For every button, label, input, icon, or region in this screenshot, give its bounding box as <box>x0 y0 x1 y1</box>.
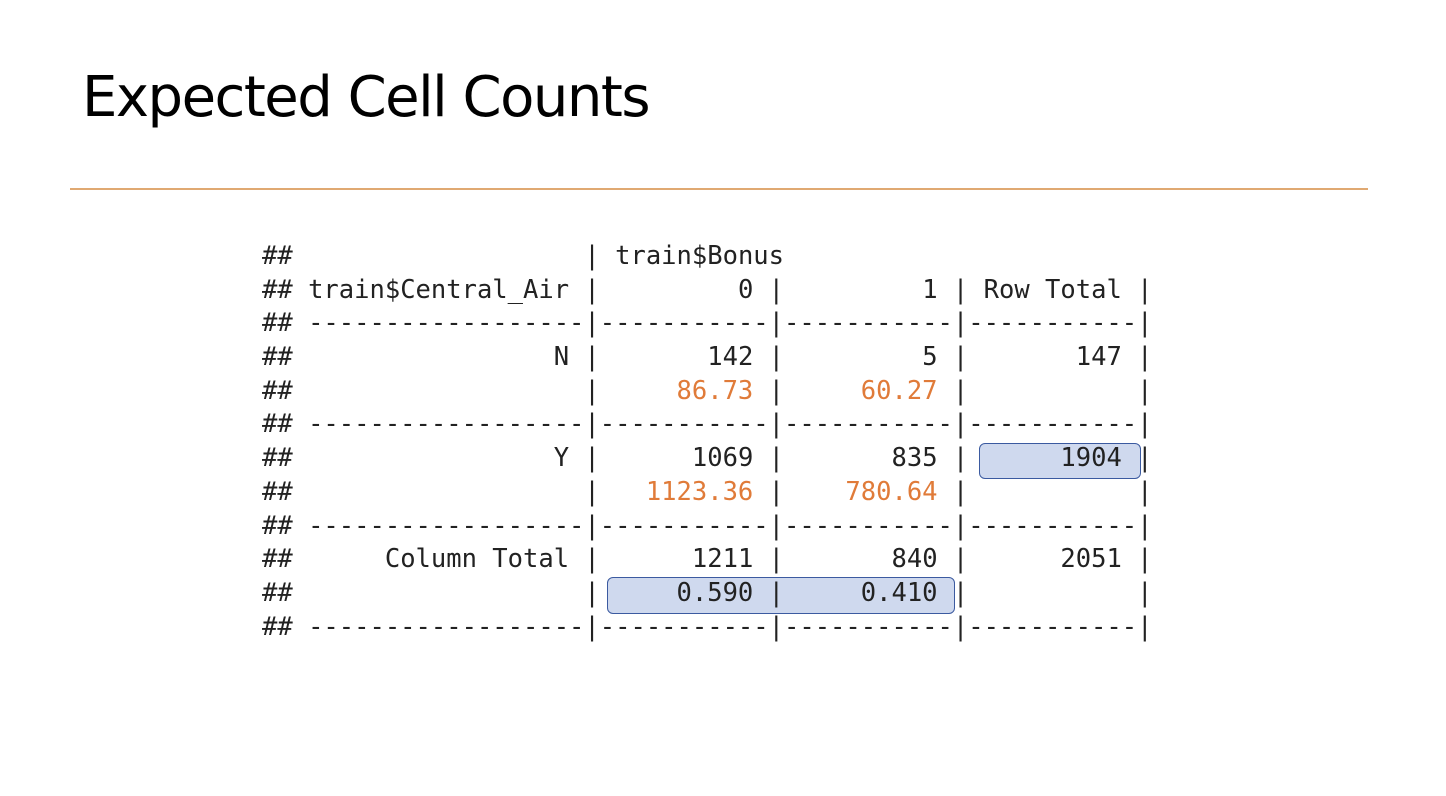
row-total-value: 147 <box>968 342 1122 373</box>
data-row-expected: ## | 86.73 | 60.27 | | <box>262 375 1153 406</box>
header-line-1: ## | train$Bonus <box>262 241 785 271</box>
column-total-value: 1211 <box>599 544 754 575</box>
comment-prefix: ## <box>262 241 293 271</box>
header-line-2: ## train$Central_Air | 0 | 1 | Row Total… <box>262 274 1153 305</box>
row-label: N <box>308 342 570 373</box>
separator-line: ## ------------------|-----------|------… <box>262 611 1153 642</box>
separator-line: ## ------------------|-----------|------… <box>262 510 1153 541</box>
column-header-row-total: Row Total <box>983 274 1122 305</box>
grand-total-value: 2051 <box>968 544 1122 575</box>
crosstab-output: ## | train$Bonus ## train$Central_Air | 0… <box>262 240 1153 644</box>
row-variable-label: train$Central_Air <box>308 274 585 305</box>
slide-title: Expected Cell Counts <box>82 65 651 130</box>
observed-count: 142 <box>599 342 754 373</box>
comment-prefix: ## <box>262 308 293 339</box>
comment-prefix: ## <box>262 342 293 373</box>
column-header-0: 0 <box>599 274 754 305</box>
column-header-1: 1 <box>784 274 938 305</box>
comment-prefix: ## <box>262 476 293 507</box>
comment-prefix: ## <box>262 544 293 575</box>
column-total-value: 840 <box>784 544 938 575</box>
comment-prefix: ## <box>262 274 293 305</box>
column-total-line: ## Column Total | 1211 | 840 | 2051 | <box>262 544 1153 575</box>
expected-count: 780.64 <box>784 476 938 507</box>
data-row-expected: ## | 1123.36 | 780.64 | | <box>262 476 1153 507</box>
expected-count: 86.73 <box>599 375 754 406</box>
expected-count: 60.27 <box>784 375 938 406</box>
column-proportions-highlight <box>607 577 955 614</box>
comment-prefix: ## <box>262 409 293 440</box>
column-proportion-value: 0.410 <box>784 577 938 608</box>
column-variable-label: train$Bonus <box>615 241 785 271</box>
expected-count: 1123.36 <box>599 476 754 507</box>
observed-count: 1069 <box>599 443 754 474</box>
column-proportion-line: ## | 0.590 | 0.410 | | <box>262 577 1153 608</box>
separator-line: ## ------------------|-----------|------… <box>262 308 1153 339</box>
comment-prefix: ## <box>262 375 293 406</box>
row-total-value: 1904 <box>968 443 1122 474</box>
comment-prefix: ## <box>262 510 293 541</box>
data-row-counts: ## Y | 1069 | 835 | 1904 | <box>262 443 1153 474</box>
column-proportion-value: 0.590 <box>599 577 754 608</box>
observed-count: 5 <box>784 342 938 373</box>
comment-prefix: ## <box>262 443 293 474</box>
column-total-label: Column Total <box>308 544 570 575</box>
separator-line: ## ------------------|-----------|------… <box>262 409 1153 440</box>
row-total-y-highlight <box>979 443 1141 479</box>
data-row-counts: ## N | 142 | 5 | 147 | <box>262 342 1153 373</box>
comment-prefix: ## <box>262 611 293 642</box>
comment-prefix: ## <box>262 577 293 608</box>
title-divider <box>70 188 1368 190</box>
observed-count: 835 <box>784 443 938 474</box>
row-label: Y <box>308 443 570 474</box>
